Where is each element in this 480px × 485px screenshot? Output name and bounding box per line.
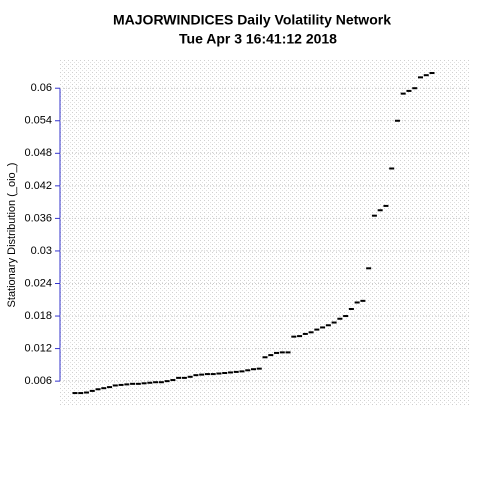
point [158, 381, 164, 384]
point [343, 315, 349, 318]
point [417, 76, 423, 79]
point [383, 204, 389, 207]
point [297, 335, 303, 338]
point [199, 373, 205, 376]
point [348, 307, 354, 310]
point [400, 92, 406, 95]
point [112, 384, 118, 387]
point [320, 326, 326, 329]
point [107, 386, 113, 389]
point [72, 392, 78, 395]
point [423, 74, 429, 77]
y-tick-label: 0.042 [24, 180, 52, 192]
point [394, 119, 400, 122]
point [285, 351, 291, 354]
y-tick-label: 0.048 [24, 147, 52, 159]
point [262, 356, 268, 359]
point [256, 367, 262, 370]
point [216, 372, 222, 375]
point [308, 331, 314, 334]
point [377, 209, 383, 212]
point [95, 388, 101, 391]
point [101, 387, 107, 390]
point [187, 375, 193, 378]
point [274, 351, 280, 354]
point [239, 370, 245, 373]
point [314, 328, 320, 331]
point [325, 324, 331, 327]
point [406, 89, 412, 92]
point [429, 72, 435, 75]
point [78, 392, 84, 395]
point [170, 379, 176, 382]
point [268, 354, 274, 357]
y-tick-label: 0.024 [24, 277, 52, 289]
point [84, 391, 90, 394]
y-tick-label: 0.006 [24, 375, 52, 387]
point [193, 374, 199, 377]
y-tick-label: 0.012 [24, 342, 52, 354]
point [412, 87, 418, 90]
point [204, 373, 210, 376]
point [210, 373, 216, 376]
point [227, 371, 233, 374]
chart-title: MAJORWINDICES Daily Volatility Network [113, 12, 391, 28]
point [245, 369, 251, 372]
y-axis-label: Stationary Distribution (_oio_) [6, 163, 18, 308]
point [354, 301, 360, 304]
point [251, 368, 256, 371]
chart-subtitle: Tue Apr 3 16:41:12 2018 [179, 31, 337, 47]
point [130, 382, 136, 385]
plot-background [60, 60, 470, 405]
point [360, 299, 366, 302]
point [233, 370, 239, 373]
point [135, 382, 141, 385]
point [302, 332, 308, 335]
point [89, 389, 95, 392]
point [366, 267, 372, 270]
point [222, 371, 228, 374]
point [124, 383, 130, 386]
point [147, 381, 153, 384]
point [176, 376, 182, 379]
point [371, 214, 377, 217]
y-tick-label: 0.03 [31, 245, 52, 257]
point [164, 380, 170, 383]
point [389, 167, 395, 170]
y-tick-label: 0.06 [31, 82, 52, 94]
point [181, 376, 187, 379]
point [153, 381, 159, 384]
y-tick-label: 0.036 [24, 212, 52, 224]
point [337, 317, 343, 320]
point [118, 383, 124, 386]
point [141, 382, 147, 385]
y-tick-label: 0.018 [24, 310, 52, 322]
point [279, 351, 285, 354]
y-tick-label: 0.054 [24, 115, 52, 127]
point [291, 335, 297, 338]
point [331, 321, 337, 324]
